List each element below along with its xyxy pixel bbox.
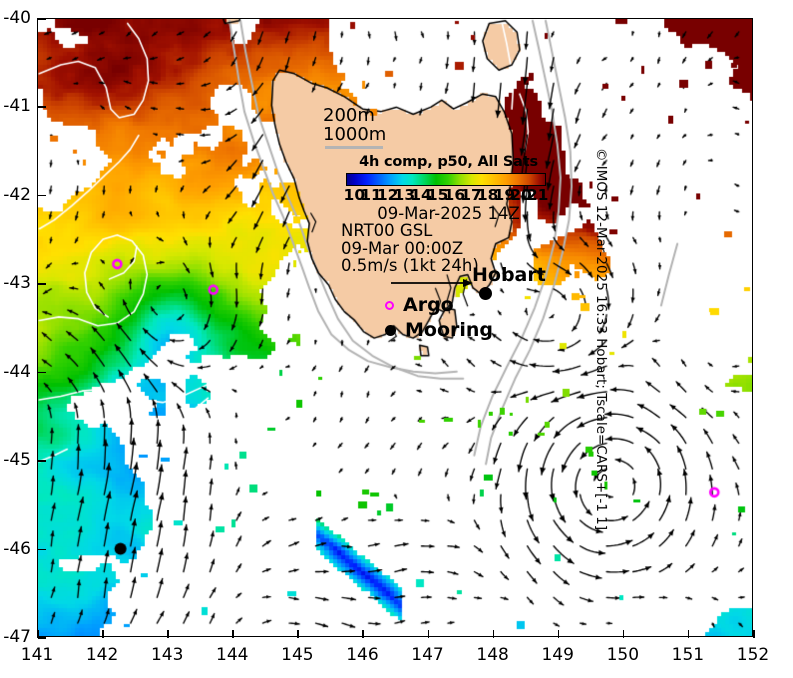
x-tickmark — [753, 630, 755, 638]
x-tick-150: 150 — [606, 645, 640, 665]
x-tick-151: 151 — [671, 645, 705, 665]
colorbar-tick-14: 14 — [410, 186, 432, 204]
x-tick-145: 145 — [281, 645, 314, 665]
city-marker-hobart — [479, 287, 492, 300]
colorbar-tick-12: 12 — [376, 186, 399, 204]
x-tick-147: 147 — [411, 645, 444, 665]
y-tick--45: -45 — [3, 450, 31, 471]
credit-text: © IMOS 12-Mar-2025 16:33 Hobart; Tscale=… — [592, 147, 609, 531]
x-tickmark — [102, 630, 104, 638]
x-tick-144: 144 — [216, 645, 249, 665]
colorbar-tick-17: 17 — [460, 186, 482, 204]
colorbar-tick-19: 19 — [493, 186, 516, 204]
overlay-info-block: 4h comp, p50, All Sats 10 11 12 13 14 15 16 17 1… — [341, 154, 556, 343]
y-tickmark — [38, 283, 46, 285]
x-tick-143: 143 — [150, 645, 184, 665]
x-tickmark — [297, 630, 299, 638]
map-plot-area[interactable]: 200m 1000m 4h comp, p50, All Sats 10 11 12… — [37, 18, 753, 637]
legend-item-argo: Argo — [385, 293, 556, 318]
y-tick--40: -40 — [3, 8, 31, 28]
colorbar-tick-15: 15 — [426, 186, 449, 204]
x-tickmark — [687, 630, 690, 638]
legend-label-mooring: Mooring — [405, 319, 494, 342]
x-tickmark — [557, 630, 560, 638]
x-tickmark — [167, 630, 169, 638]
colorbar-tick-20: 20 — [510, 186, 532, 204]
marker-legend: Argo Mooring — [341, 293, 556, 343]
x-tickmark — [362, 630, 364, 638]
y-tick--41: -41 — [3, 96, 31, 117]
credit-container: © IMOS 12-Mar-2025 16:33 Hobart; Tscale=… — [593, 0, 793, 678]
colorbar-tick-21: 21 — [526, 186, 549, 204]
legend-item-mooring: Mooring — [385, 318, 556, 343]
y-tick--46: -46 — [3, 538, 31, 559]
city-label-hobart: Hobart — [472, 264, 546, 286]
y-tickmark — [38, 460, 46, 462]
x-tick-148: 148 — [476, 645, 509, 665]
colorbar-gradient — [346, 173, 546, 186]
colorbar-ticklabels: 10 11 12 13 14 15 16 17 18 19 20 21 — [341, 186, 551, 205]
colorbar-tick-18: 18 — [476, 186, 499, 204]
x-tick-142: 142 — [85, 645, 119, 665]
mooring-marker-icon — [385, 324, 396, 336]
y-tick--42: -42 — [3, 184, 31, 205]
x-tick-146: 146 — [346, 645, 379, 665]
x-tickmark — [37, 630, 39, 638]
x-tick-149: 149 — [541, 645, 574, 665]
y-tick--43: -43 — [3, 273, 31, 294]
legend-label-argo: Argo — [403, 294, 454, 317]
x-tick-141: 141 — [20, 645, 54, 665]
y-tick--44: -44 — [3, 361, 31, 382]
y-tickmark — [38, 106, 46, 108]
y-tick--47: -47 — [3, 627, 31, 647]
colorbar-tick-10: 10 — [343, 186, 366, 204]
x-tickmark — [622, 630, 625, 638]
annotation-product: NRT00 GSL — [341, 221, 433, 241]
depth-label-200m: 200m — [323, 105, 375, 126]
colorbar-title: 4h comp, p50, All Sats — [359, 154, 538, 170]
y-tickmark — [38, 637, 46, 639]
x-tickmark — [427, 630, 430, 638]
x-tickmark — [232, 630, 234, 638]
depth-label-1000m: 1000m — [323, 123, 387, 145]
y-tickmark — [38, 194, 46, 197]
annotation-current-time: 09-Mar 00:00Z — [341, 238, 464, 258]
y-tickmark — [38, 548, 46, 551]
x-tickmark — [492, 630, 495, 638]
y-tickmark — [38, 18, 46, 20]
depth-legend-line — [325, 146, 383, 149]
y-tickmark — [38, 371, 46, 374]
annotation-scale: 0.5m/s (1kt 24h) — [341, 256, 479, 276]
depth-contour-labels: 200m 1000m — [323, 105, 387, 149]
x-tick-152: 152 — [736, 645, 770, 665]
colorbar-tick-11: 11 — [360, 186, 382, 204]
colorbar-tick-13: 13 — [393, 186, 416, 204]
annotation-datetime: 09-Mar-2025 14Z — [377, 204, 520, 223]
scale-arrow — [341, 276, 556, 292]
colorbar-tick-16: 16 — [443, 186, 466, 204]
argo-marker-icon — [385, 300, 394, 310]
